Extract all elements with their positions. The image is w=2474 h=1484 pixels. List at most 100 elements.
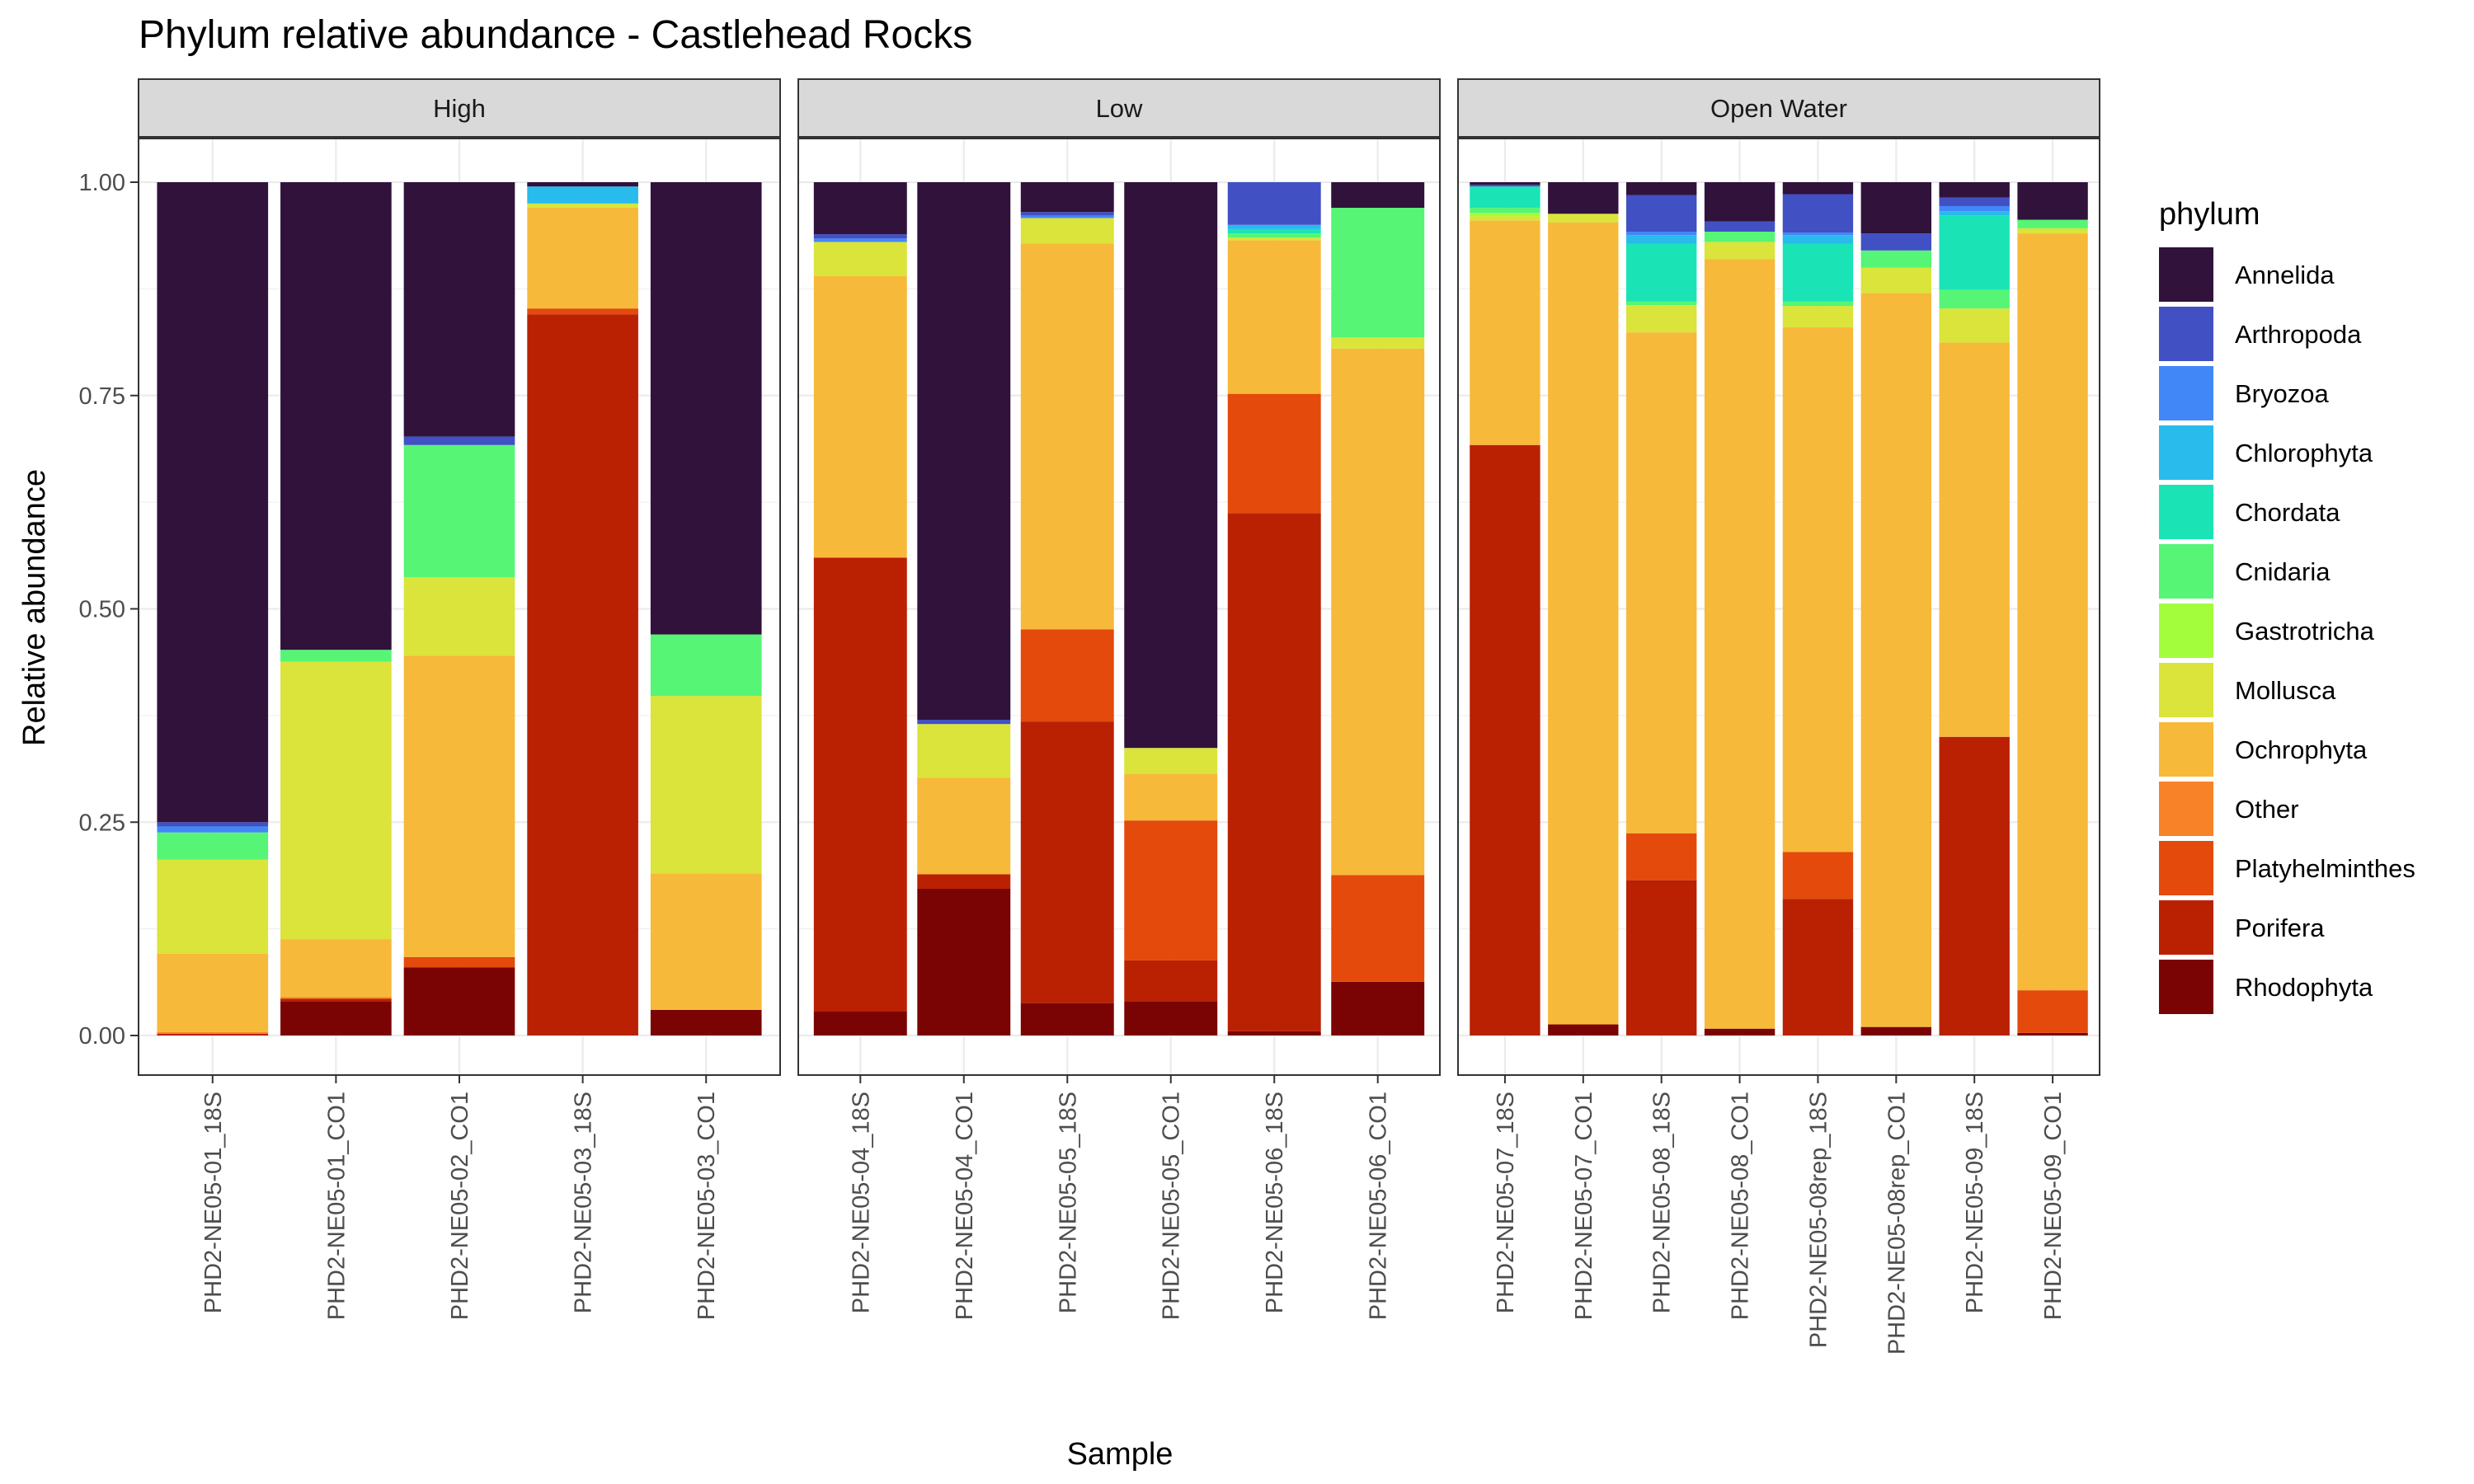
bar-segment-platyhelminthes bbox=[403, 956, 515, 968]
x-tick-label: PHD2-NE05-09_18S bbox=[1962, 1092, 1988, 1313]
facet-panel-low: Low PHD2-NE05-04_18S PHD2-NE05-04_CO1 PHD2-… bbox=[797, 78, 1441, 1320]
x-tick-label: PHD2-NE05-08rep_18S bbox=[1805, 1092, 1832, 1348]
legend-label: Chordata bbox=[2235, 498, 2340, 527]
x-tick-label: PHD2-NE05-08rep_CO1 bbox=[1884, 1092, 1910, 1355]
bar-segment-ochrophyta bbox=[280, 939, 392, 998]
legend-item-bryozoa: Bryozoa bbox=[2159, 366, 2329, 420]
legend-item-other: Other bbox=[2159, 782, 2299, 836]
legend-label: Cnidaria bbox=[2235, 557, 2331, 586]
bar-segment-rhodophyta bbox=[1331, 981, 1425, 1036]
facet-strip bbox=[1457, 78, 2100, 138]
bar-segment-arthropoda bbox=[403, 436, 515, 445]
bar-segment-ochrophyta bbox=[1704, 259, 1776, 1029]
bar-segment-chlorophyta bbox=[1625, 235, 1697, 244]
bar-segment-ochrophyta bbox=[813, 275, 907, 558]
chart-title: Phylum relative abundance - Castlehead R… bbox=[139, 13, 972, 57]
legend-swatch bbox=[2159, 485, 2213, 539]
x-tick-label: PHD2-NE05-07_18S bbox=[1493, 1092, 1519, 1313]
x-tick-label: PHD2-NE05-09_CO1 bbox=[2040, 1092, 2067, 1320]
x-tick-label: PHD2-NE05-08_18S bbox=[1649, 1092, 1676, 1313]
bar-segment-chordata bbox=[1625, 243, 1697, 302]
x-tick-label: PHD2-NE05-03_18S bbox=[571, 1092, 597, 1313]
bar-segment-bryozoa bbox=[1625, 232, 1697, 236]
bar-segment-arthropoda bbox=[157, 822, 269, 827]
bar-segment-porifera bbox=[157, 1033, 269, 1036]
bar-segment-cnidaria bbox=[280, 650, 392, 662]
bar-segment-ochrophyta bbox=[1020, 243, 1114, 630]
bar-segment-cnidaria bbox=[157, 832, 269, 860]
bar-segment-annelida bbox=[403, 182, 515, 437]
legend-swatch bbox=[2159, 603, 2213, 658]
bar-segment-annelida bbox=[650, 182, 762, 635]
legend-swatch bbox=[2159, 247, 2213, 302]
bar-segment-mollusca bbox=[157, 859, 269, 954]
bar-segment-platyhelminthes bbox=[1227, 393, 1321, 514]
bar-segment-bryozoa bbox=[813, 238, 907, 242]
bar-segment-cnidaria bbox=[1782, 301, 1854, 307]
legend-swatch bbox=[2159, 900, 2213, 955]
bar-segment-arthropoda bbox=[1704, 221, 1776, 232]
bar-segment-cnidaria bbox=[650, 634, 762, 697]
legend-item-mollusca: Mollusca bbox=[2159, 663, 2336, 717]
x-tick-label: PHD2-NE05-01_CO1 bbox=[323, 1092, 350, 1320]
bar-segment-mollusca bbox=[917, 724, 1011, 778]
bar-segment-porifera bbox=[1939, 736, 2010, 1036]
bar-segment-chordata bbox=[1939, 215, 2010, 290]
x-tick-label: PHD2-NE05-06_CO1 bbox=[1366, 1092, 1392, 1320]
x-axis-title: Sample bbox=[1067, 1437, 1174, 1472]
x-tick-label: PHD2-NE05-05_CO1 bbox=[1159, 1092, 1185, 1320]
facet-panels: High PHD2-NE05-01_18S PHD2-NE05-01_CO1 PHD2… bbox=[138, 78, 2100, 1355]
bar-segment-cnidaria bbox=[1227, 233, 1321, 238]
legend-label: Bryozoa bbox=[2235, 379, 2329, 408]
bar-segment-arthropoda bbox=[1860, 233, 1932, 251]
bar-segment-mollusca bbox=[1704, 242, 1776, 260]
bar-segment-cnidaria bbox=[1939, 289, 2010, 309]
bar-segment-mollusca bbox=[1548, 214, 1619, 223]
bar-segment-bryozoa bbox=[1020, 215, 1114, 218]
legend-label: Platyhelminthes bbox=[2235, 854, 2415, 883]
legend-swatch bbox=[2159, 307, 2213, 361]
legend-label: Arthropoda bbox=[2235, 320, 2362, 349]
bar-segment-porifera bbox=[917, 874, 1011, 889]
bar-segment-annelida bbox=[1704, 182, 1776, 222]
bar-segment-ochrophyta bbox=[527, 208, 638, 309]
bar-segment-ochrophyta bbox=[157, 953, 269, 1032]
bar-segment-annelida bbox=[1860, 182, 1932, 234]
bar-segment-bryozoa bbox=[157, 826, 269, 833]
x-tick-label: PHD2-NE05-03_CO1 bbox=[694, 1092, 720, 1320]
bar-segment-annelida bbox=[2017, 182, 2088, 220]
bar-segment-chordata bbox=[1227, 228, 1321, 234]
legend-swatch bbox=[2159, 425, 2213, 480]
legend-label: Ochrophyta bbox=[2235, 735, 2368, 764]
x-tick-label: PHD2-NE05-04_CO1 bbox=[952, 1092, 978, 1320]
bar-segment-ochrophyta bbox=[1860, 293, 1932, 1027]
bar-segment-porifera bbox=[1020, 721, 1114, 1003]
bar-segment-rhodophyta bbox=[403, 967, 515, 1036]
bar-segment-mollusca bbox=[2017, 228, 2088, 234]
panel-border bbox=[1457, 138, 2100, 1076]
bar-segment-mollusca bbox=[1124, 748, 1218, 774]
bar-segment-rhodophyta bbox=[650, 1009, 762, 1036]
legend-item-cnidaria: Cnidaria bbox=[2159, 544, 2331, 599]
facet-strip bbox=[138, 78, 781, 138]
bar-segment-ochrophyta bbox=[650, 873, 762, 1010]
bar-segment-mollusca bbox=[1470, 216, 1540, 221]
bar-segment-rhodophyta bbox=[1704, 1028, 1776, 1036]
bar-segment-rhodophyta bbox=[1548, 1024, 1619, 1036]
bar-segment-platyhelminthes bbox=[1331, 875, 1425, 982]
bar-segment-mollusca bbox=[1782, 306, 1854, 327]
bar-segment-other bbox=[280, 997, 392, 999]
bar-segment-rhodophyta bbox=[280, 1001, 392, 1036]
bar-segment-porifera bbox=[1625, 880, 1697, 1036]
bar-segment-ochrophyta bbox=[1470, 220, 1540, 445]
bar-segment-annelida bbox=[813, 182, 907, 235]
bar-segment-rhodophyta bbox=[1020, 1003, 1114, 1036]
legend-label: Chlorophyta bbox=[2235, 439, 2373, 467]
legend-item-platyhelminthes: Platyhelminthes bbox=[2159, 841, 2415, 895]
legend-swatch bbox=[2159, 782, 2213, 836]
legend-title: phylum bbox=[2159, 197, 2260, 232]
bar-segment-annelida bbox=[1124, 182, 1218, 749]
bar-segment-annelida bbox=[1548, 182, 1619, 214]
bar-segment-platyhelminthes bbox=[1625, 833, 1697, 881]
bar-segment-rhodophyta bbox=[1227, 1031, 1321, 1036]
